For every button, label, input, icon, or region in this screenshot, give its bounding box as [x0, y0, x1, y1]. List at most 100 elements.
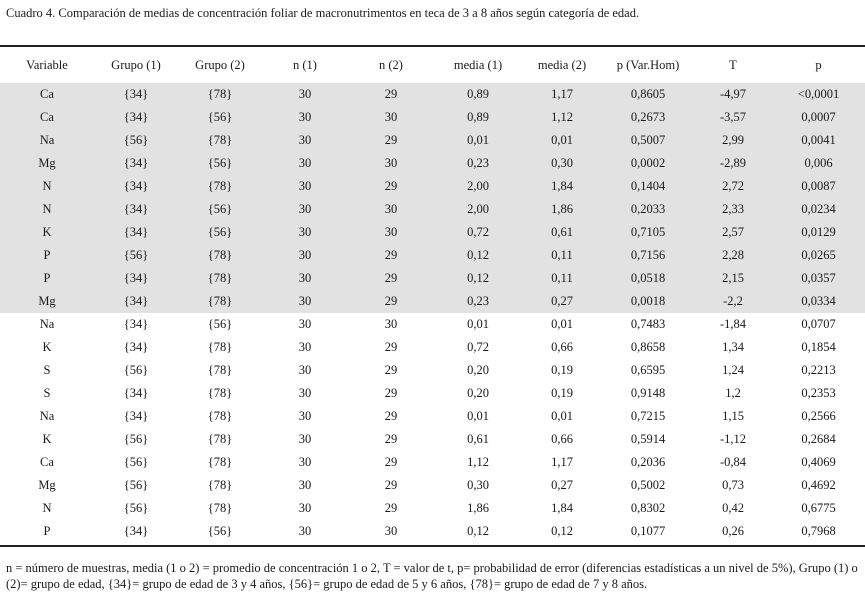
table-cell: {78}	[207, 363, 233, 377]
table-cell: 0,0002	[602, 152, 694, 175]
table-cell: {56}	[123, 501, 149, 515]
table-row: Ca {34} {78} 30 29 0,89 1,17 0,8605 -4,97 <0,0001	[0, 83, 865, 106]
table-cell: 0,2673	[602, 106, 694, 129]
table-row: K {34} {78} 30 29 0,72 0,66 0,8658 1,34 0,1854	[0, 336, 865, 359]
top-rule	[0, 45, 865, 47]
table-cell: {34}	[123, 409, 149, 423]
table-cell: 30	[298, 317, 312, 331]
table-cell: 30	[298, 455, 312, 469]
column-header: media (1)	[453, 57, 503, 72]
table-cell: {78}	[178, 129, 262, 152]
table-cell: 1,84	[522, 175, 602, 198]
table-cell: 0,20	[467, 386, 489, 400]
column-header: media (2)	[537, 57, 587, 72]
table-cell: 2,33	[694, 198, 772, 221]
table-row: Na {56} {78} 30 29 0,01 0,01 0,5007 2,99 0,0041	[0, 129, 865, 152]
table-cell: {78}	[207, 432, 233, 446]
table-cell: Mg	[0, 152, 94, 175]
table-cell: -2,89	[694, 152, 772, 175]
table-cell: 0,72	[434, 221, 522, 244]
table-cell: {78}	[178, 244, 262, 267]
table-row: Na {34} {56} 30 30 0,01 0,01 0,7483 -1,84 0,0707	[0, 313, 865, 336]
table-cell: 29	[384, 432, 398, 446]
table-cell: 0,27	[522, 290, 602, 313]
table-cell: {78}	[178, 83, 262, 106]
comparison-table: Variable Grupo (1) Grupo (2) n (1) n (2) medi…	[0, 47, 865, 543]
table-cell: 0,0707	[801, 317, 836, 331]
table-cell: 0,01	[467, 409, 489, 423]
table-cell: 0,01	[467, 317, 489, 331]
table-cell: 0,89	[434, 83, 522, 106]
table-cell: 29	[348, 129, 434, 152]
table-cell: 0,2036	[630, 455, 666, 469]
table-cell: 0,0234	[772, 198, 865, 221]
table-cell: 29	[384, 363, 398, 377]
table-cell: 0,12	[434, 244, 522, 267]
table-cell: -1,84	[719, 317, 747, 331]
table-cell: Ca	[40, 455, 54, 469]
column-header: p (Var.Hom)	[616, 57, 680, 72]
table-cell: 0,20	[467, 363, 489, 377]
table-cell: 0,66	[551, 432, 573, 446]
table-cell: 0,0357	[772, 267, 865, 290]
table-cell: 0,30	[522, 152, 602, 175]
table-cell: 0,5007	[602, 129, 694, 152]
table-cell: 30	[298, 501, 312, 515]
table-cell: 0,0018	[602, 290, 694, 313]
table-cell: 29	[348, 83, 434, 106]
table-cell: 1,2	[725, 386, 741, 400]
table-row: N {34} {56} 30 30 2,00 1,86 0,2033 2,33 0,0234	[0, 198, 865, 221]
table-cell: 30	[262, 129, 348, 152]
table-cell: 2,72	[694, 175, 772, 198]
table-cell: 0,9148	[630, 386, 666, 400]
column-header: Grupo (2)	[195, 57, 245, 72]
table-cell: 1,86	[522, 198, 602, 221]
table-cell: 0,12	[467, 524, 489, 538]
table-cell: 30	[262, 221, 348, 244]
table-cell: 29	[348, 267, 434, 290]
table-cell: 0,4069	[801, 455, 836, 469]
table-cell: 0,19	[551, 386, 573, 400]
table-cell: 0,7105	[602, 221, 694, 244]
table-cell: 1,17	[551, 455, 573, 469]
table-cell: 1,86	[467, 501, 489, 515]
table-cell: {78}	[178, 290, 262, 313]
table-cell: 1,12	[522, 106, 602, 129]
table-cell: -1,12	[719, 432, 747, 446]
table-cell: 0,2353	[801, 386, 836, 400]
table-cell: 29	[384, 409, 398, 423]
table-cell: {56}	[207, 317, 233, 331]
table-cell: P	[0, 267, 94, 290]
table-cell: {56}	[207, 524, 233, 538]
table-cell: 2,57	[694, 221, 772, 244]
table-cell: S	[43, 363, 51, 377]
table-cell: P	[43, 524, 51, 538]
table-cell: {56}	[94, 244, 178, 267]
column-header: T	[729, 57, 737, 72]
table-cell: 30	[262, 198, 348, 221]
table-cell: {34}	[94, 175, 178, 198]
table-cell: 0,2213	[801, 363, 836, 377]
table-cell: 0,8605	[602, 83, 694, 106]
table-footnote: n = número de muestras, media (1 o 2) = …	[6, 561, 858, 591]
table-cell: {78}	[207, 340, 233, 354]
table-cell: {56}	[178, 198, 262, 221]
table-cell: 0,5002	[630, 478, 666, 492]
table-cell: 0,01	[551, 409, 573, 423]
table-cell: 29	[384, 340, 398, 354]
table-cell: 0,8658	[630, 340, 666, 354]
table-cell: P	[0, 244, 94, 267]
table-cell: {56}	[123, 478, 149, 492]
table-cell: {78}	[207, 386, 233, 400]
table-cell: 30	[298, 524, 312, 538]
table-cell: 0,23	[434, 152, 522, 175]
table-cell: 30	[348, 221, 434, 244]
table-cell: Na	[39, 317, 55, 331]
table-row: Ca {34} {56} 30 30 0,89 1,12 0,2673 -3,57 0,0007	[0, 106, 865, 129]
table-cell: {56}	[123, 363, 149, 377]
table-cell: {78}	[207, 409, 233, 423]
table-cell: {78}	[207, 478, 233, 492]
table-cell: 0,73	[722, 478, 744, 492]
table-cell: 0,89	[434, 106, 522, 129]
table-cell: Mg	[38, 478, 56, 492]
